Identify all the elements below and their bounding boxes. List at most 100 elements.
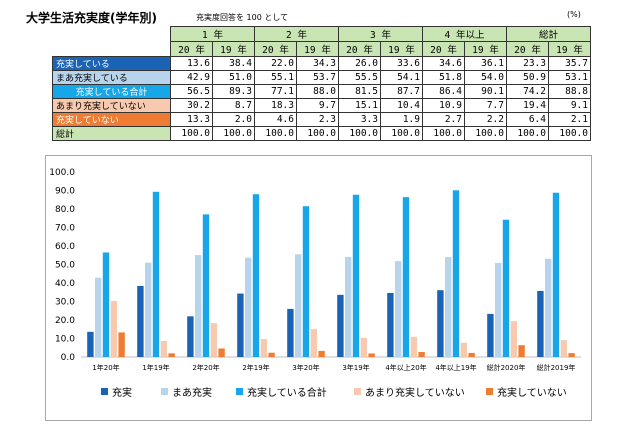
table-cell: 2.2 — [464, 112, 507, 127]
x-tick-label: 3年20年 — [292, 363, 319, 372]
legend-label: 充実していない — [497, 386, 567, 399]
table-cell: 1.9 — [380, 112, 423, 127]
table-cell: 100.0 — [422, 126, 465, 141]
legend-label: まあ充実 — [172, 386, 212, 399]
bar — [268, 352, 275, 357]
table-cell: 36.1 — [464, 56, 507, 71]
bar — [87, 331, 94, 357]
bar — [560, 340, 567, 357]
legend-swatch — [161, 388, 168, 395]
bar — [295, 254, 302, 357]
bar — [168, 353, 175, 357]
legend-label: 充実 — [112, 386, 132, 399]
x-tick-label: 4年以上20年 — [385, 363, 426, 372]
table-cell: 2.1 — [548, 112, 591, 127]
row-label: 総計 — [52, 126, 171, 141]
bar — [487, 313, 494, 357]
legend-swatch — [486, 388, 493, 395]
table-cell: 88.8 — [548, 84, 591, 99]
table-cell: 77.1 — [254, 84, 297, 99]
table-cell: 23.3 — [506, 56, 549, 71]
bar — [568, 353, 575, 357]
table-cell: 100.0 — [548, 126, 591, 141]
table-cell: 10.4 — [380, 98, 423, 113]
bar — [418, 352, 425, 357]
bar — [245, 257, 252, 357]
bar — [302, 206, 310, 357]
table-corner — [52, 26, 171, 57]
row-label: 充実している — [52, 56, 171, 71]
bar — [252, 194, 260, 357]
table-cell: 51.8 — [422, 70, 465, 85]
table-cell: 34.3 — [296, 56, 339, 71]
bar — [410, 336, 417, 357]
bar-chart: 0.0 10.0 20.0 30.0 40.0 50.0 60.0 70.0 80.0 90.0 1… — [49, 168, 581, 399]
bar — [537, 290, 544, 357]
row-label: まあ充実している — [52, 70, 171, 85]
y-tick-label: 80.0 — [55, 205, 75, 215]
year-header: 19 年 — [380, 41, 423, 57]
table-row: まあ充実している 42.9 51.0 55.1 53.7 55.5 54.1 51.8 54.0… — [52, 70, 591, 85]
table-cell: 13.6 — [170, 56, 213, 71]
y-tick-label: 60.0 — [55, 242, 75, 252]
table-cell: 38.4 — [212, 56, 255, 71]
table-cell: 100.0 — [296, 126, 339, 141]
y-tick-label: 50.0 — [55, 261, 75, 271]
table-cell: 55.5 — [338, 70, 381, 85]
y-tick-label: 10.0 — [55, 335, 75, 345]
table-cell: 4.6 — [254, 112, 297, 127]
bar — [545, 258, 552, 357]
bar — [337, 294, 344, 357]
table-cell: 10.9 — [422, 98, 465, 113]
table-cell: 19.4 — [506, 98, 549, 113]
table-row: 充実している 13.6 38.4 22.0 34.3 26.0 33.6 34.6 36.1 23… — [52, 56, 591, 71]
table-cell: 6.4 — [506, 112, 549, 127]
table-group-header-row: 1 年 2 年 3 年 4 年以上 総計 — [52, 26, 591, 57]
table-cell: 53.7 — [296, 70, 339, 85]
year-header: 20 年 — [338, 41, 381, 57]
table-cell: 81.5 — [338, 84, 381, 99]
y-tick-label: 70.0 — [55, 224, 75, 234]
legend-label: あまり充実していない — [365, 386, 465, 399]
y-tick-label: 90.0 — [55, 187, 75, 197]
table-cell: 100.0 — [338, 126, 381, 141]
table-cell: 2.3 — [296, 112, 339, 127]
x-tick-label: 総計2019年 — [537, 363, 576, 372]
bar — [345, 256, 352, 357]
table-cell: 26.0 — [338, 56, 381, 71]
bar — [510, 321, 517, 357]
table-cell: 3.3 — [338, 112, 381, 127]
group-header: 2 年 — [254, 26, 339, 42]
group-header: 1 年 — [170, 26, 255, 42]
table-cell: 9.7 — [296, 98, 339, 113]
bar — [402, 197, 410, 357]
row-label: 充実している合計 — [52, 84, 171, 99]
bar — [145, 262, 152, 357]
table-cell: 100.0 — [254, 126, 297, 141]
year-header: 19 年 — [212, 41, 255, 57]
bar — [152, 191, 160, 357]
group-header: 3 年 — [338, 26, 423, 42]
x-tick-label: 4年以上19年 — [435, 363, 476, 372]
bar — [102, 252, 110, 357]
table-cell: 100.0 — [170, 126, 213, 141]
legend-swatch — [236, 388, 243, 395]
bar — [118, 332, 125, 357]
bar — [137, 285, 144, 357]
table-cell: 56.5 — [170, 84, 213, 99]
bar — [502, 219, 510, 357]
bar — [318, 350, 325, 357]
table-row: 充実している合計 56.5 89.3 77.1 88.0 81.5 87.7 86.4 90.1… — [52, 84, 591, 99]
table-cell: 50.9 — [506, 70, 549, 85]
x-tick-label: 3年19年 — [342, 363, 369, 372]
group-header: 総計 — [506, 26, 591, 42]
bar — [210, 323, 217, 357]
y-tick-label: 20.0 — [55, 316, 75, 326]
table-cell: 2.7 — [422, 112, 465, 127]
table-row: 総計 100.0 100.0 100.0 100.0 100.0 100.0 100.0 100… — [52, 126, 591, 141]
year-header: 20 年 — [170, 41, 213, 57]
year-header: 20 年 — [254, 41, 297, 57]
table-cell: 42.9 — [170, 70, 213, 85]
bar — [445, 257, 452, 357]
table-cell: 13.3 — [170, 112, 213, 127]
